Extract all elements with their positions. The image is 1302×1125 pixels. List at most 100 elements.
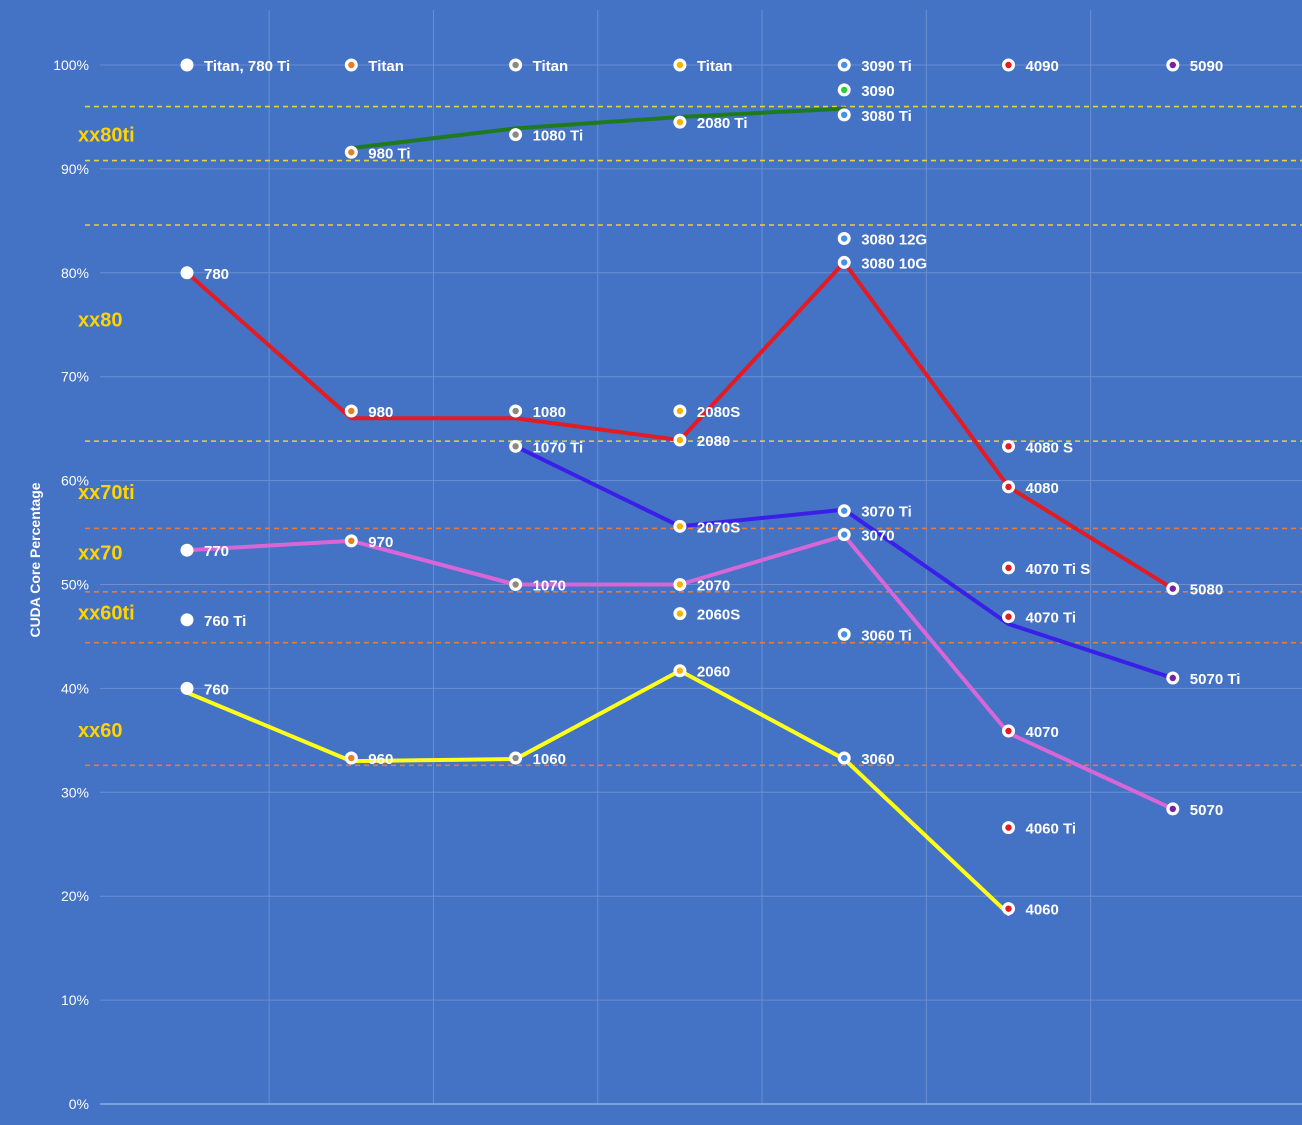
point-label-5: Titan	[368, 58, 404, 75]
y-tick-label-9: 90%	[61, 161, 89, 177]
y-tick-label-4: 40%	[61, 680, 89, 696]
point-26	[841, 111, 848, 119]
point-label-16: Titan	[697, 58, 733, 75]
tier-label-3: xx70	[78, 542, 123, 564]
point-label-24: 3090 Ti	[861, 58, 912, 75]
y-tick-label-3: 30%	[61, 784, 89, 800]
point-label-23: 2060	[697, 664, 730, 681]
tier-label-0: xx80ti	[78, 125, 135, 147]
point-label-38: 4070	[1026, 724, 1059, 741]
point-30	[841, 531, 848, 538]
point-31	[841, 631, 848, 638]
point-3	[183, 616, 191, 624]
point-label-0: Titan, 780 Ti	[204, 58, 290, 75]
point-label-18: 2080S	[697, 404, 740, 421]
data-points: Titan, 780 Ti 780 770 760 Ti 760 Titan 980 Ti 9…	[180, 58, 1241, 919]
point-label-42: 5080	[1190, 582, 1223, 599]
point-label-21: 2070	[697, 578, 730, 595]
point-22	[676, 610, 684, 617]
y-axis-ticks: 0% 10% 20% 30% 40% 50% 60% 70% 80% 90% 100%	[53, 57, 89, 1112]
series-line-4	[185, 668, 1011, 916]
point-label-43: 5070 Ti	[1190, 671, 1241, 688]
point-label-7: 980	[368, 404, 393, 421]
point-5	[348, 61, 355, 69]
point-label-33: 4090	[1026, 58, 1059, 75]
point-32	[841, 754, 848, 762]
point-label-12: 1080	[533, 404, 566, 421]
point-27	[841, 235, 848, 242]
point-label-6: 980 Ti	[368, 145, 410, 162]
point-12	[512, 407, 519, 415]
point-29	[841, 507, 848, 514]
point-41	[1169, 61, 1177, 69]
point-label-4: 760	[204, 681, 229, 698]
point-43	[1169, 674, 1177, 682]
point-2	[183, 547, 191, 554]
point-14	[512, 581, 519, 588]
point-6	[348, 149, 355, 156]
point-7	[348, 407, 355, 415]
point-0	[183, 61, 191, 69]
point-19	[676, 436, 684, 444]
point-label-34: 4080 S	[1026, 439, 1074, 456]
point-13	[512, 443, 519, 450]
tier-label-1: xx80	[78, 310, 123, 332]
point-label-15: 1060	[533, 751, 566, 768]
grid-lines	[100, 10, 1302, 1105]
point-label-20: 2070S	[697, 519, 740, 536]
point-33	[1005, 61, 1012, 69]
point-label-32: 3060	[861, 751, 894, 768]
point-label-31: 3060 Ti	[861, 627, 912, 644]
point-23	[676, 667, 684, 674]
point-label-13: 1070 Ti	[533, 439, 584, 456]
point-4	[183, 685, 191, 692]
point-label-37: 4070 Ti	[1026, 610, 1077, 627]
point-label-44: 5070	[1190, 802, 1223, 819]
point-label-29: 3070 Ti	[861, 504, 912, 521]
y-tick-label-10: 100%	[53, 57, 89, 73]
point-16	[676, 61, 684, 69]
point-18	[676, 407, 684, 415]
series-line-0	[349, 106, 847, 151]
point-20	[676, 523, 684, 530]
point-8	[348, 537, 355, 545]
tier-labels: xx80ti xx80 xx70ti xx70 xx60ti xx60	[78, 125, 135, 742]
point-44	[1169, 805, 1177, 813]
point-39	[1005, 824, 1012, 831]
point-label-17: 2080 Ti	[697, 115, 748, 132]
point-label-11: 1080 Ti	[533, 128, 584, 145]
point-label-9: 960	[368, 751, 393, 768]
point-label-10: Titan	[533, 58, 569, 75]
point-21	[676, 581, 684, 588]
point-label-2: 770	[204, 543, 229, 560]
point-label-26: 3080 Ti	[861, 108, 912, 125]
y-tick-label-8: 80%	[61, 265, 89, 281]
y-tick-label-5: 50%	[61, 577, 89, 593]
point-10	[512, 61, 519, 69]
point-label-19: 2080	[697, 433, 730, 450]
point-label-1: 780	[204, 266, 229, 283]
point-15	[512, 754, 519, 762]
point-label-35: 4080	[1026, 480, 1059, 497]
point-label-3: 760 Ti	[204, 613, 246, 630]
point-37	[1005, 613, 1012, 620]
point-label-8: 970	[368, 534, 393, 551]
point-34	[1005, 443, 1012, 450]
point-36	[1005, 564, 1012, 572]
point-28	[841, 259, 848, 266]
point-label-40: 4060	[1026, 902, 1059, 919]
point-42	[1169, 585, 1177, 592]
y-tick-label-0: 0%	[69, 1096, 89, 1112]
point-40	[1005, 905, 1012, 912]
point-11	[512, 131, 519, 138]
point-label-14: 1070	[533, 578, 566, 595]
point-label-30: 3070	[861, 528, 894, 545]
y-tick-label-1: 10%	[61, 992, 89, 1008]
point-1	[183, 269, 191, 276]
tier-label-4: xx60ti	[78, 603, 135, 625]
point-9	[348, 754, 355, 762]
tier-boundary-lines	[85, 105, 1302, 767]
point-label-27: 3080 12G	[861, 232, 927, 249]
